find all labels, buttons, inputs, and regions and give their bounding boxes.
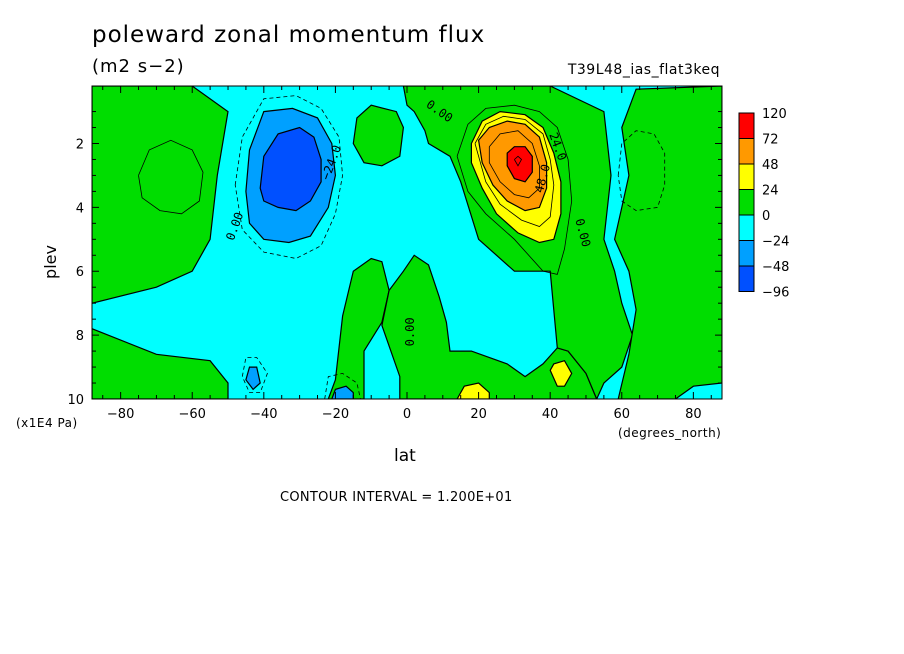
region-1	[92, 328, 229, 399]
x-tick-label: −40	[250, 407, 277, 422]
color-legend: 120 72 48 24 0 −24 −48 −96	[738, 107, 789, 301]
legend-swatch-4	[738, 214, 755, 241]
legend-swatch-6	[738, 265, 755, 292]
legend-swatch-2	[738, 163, 755, 190]
x-tick-label: 60	[613, 407, 630, 422]
x-axis-label: lat	[394, 446, 416, 466]
legend-label-6: −48	[762, 260, 789, 275]
legend-swatch-3	[738, 189, 755, 216]
y-tick-label: 6	[76, 265, 84, 280]
x-tick-label: 40	[542, 407, 559, 422]
x-tick-label: −60	[179, 407, 206, 422]
y-axis-units: (x1E4 Pa)	[16, 416, 78, 430]
legend-label-4: 0	[762, 209, 770, 224]
chart-title: poleward zonal momentum flux	[92, 22, 486, 48]
legend-swatch-5	[738, 240, 755, 267]
region-8	[245, 366, 261, 391]
region-0	[92, 86, 229, 304]
contour-interval-note: CONTOUR INTERVAL = 1.200E+01	[280, 490, 513, 505]
region-3	[352, 104, 405, 167]
solid-contour-3	[488, 130, 540, 199]
y-tick-label: 4	[76, 201, 84, 216]
contour-label-6: 0.00	[403, 317, 417, 346]
contour-lines	[92, 95, 666, 399]
x-tick-label: 20	[470, 407, 487, 422]
dataset-label: T39L48_ias_flat3keq	[567, 62, 720, 78]
region-2	[327, 257, 390, 399]
y-tick-label: 2	[76, 137, 84, 152]
y-axis-label: plev	[41, 245, 60, 279]
x-tick-label: −80	[107, 407, 134, 422]
solid-contour-0	[138, 139, 204, 215]
legend-swatch-0	[738, 112, 755, 139]
y-tick-label: 8	[76, 329, 84, 344]
y-tick-label: 10	[67, 393, 84, 408]
axis-ticks: −80 −60 −40 −20 0 20 40 60 80 2 4 6 8 10	[67, 86, 722, 422]
dashed-contour-0	[234, 95, 344, 259]
region-13	[549, 359, 573, 387]
region-6	[613, 86, 722, 399]
region-5	[402, 86, 634, 399]
legend-swatch-1	[738, 138, 755, 165]
solid-contour-2	[474, 115, 555, 227]
solid-contour-4	[514, 155, 523, 167]
legend-label-7: −96	[762, 286, 789, 301]
chart-units: (m2 s−2)	[92, 56, 185, 77]
dashed-contour-1	[241, 357, 268, 394]
legend-label-0: 120	[762, 107, 787, 122]
legend-label-2: 48	[762, 158, 779, 173]
dashed-contour-3	[617, 130, 666, 212]
filled-regions	[92, 86, 722, 399]
legend-label-1: 72	[762, 133, 779, 148]
legend-label-5: −24	[762, 235, 789, 250]
dashed-contour-2	[324, 372, 361, 399]
legend-label-3: 24	[762, 184, 779, 199]
region-15	[506, 146, 533, 183]
solid-contour-1	[456, 104, 573, 275]
x-tick-label: 80	[685, 407, 702, 422]
region-9	[331, 385, 354, 399]
x-axis-units: (degrees_north)	[618, 426, 722, 440]
region-10	[259, 126, 322, 212]
x-tick-label: −20	[322, 407, 349, 422]
region-12	[456, 382, 490, 399]
x-tick-label: 0	[403, 407, 411, 422]
